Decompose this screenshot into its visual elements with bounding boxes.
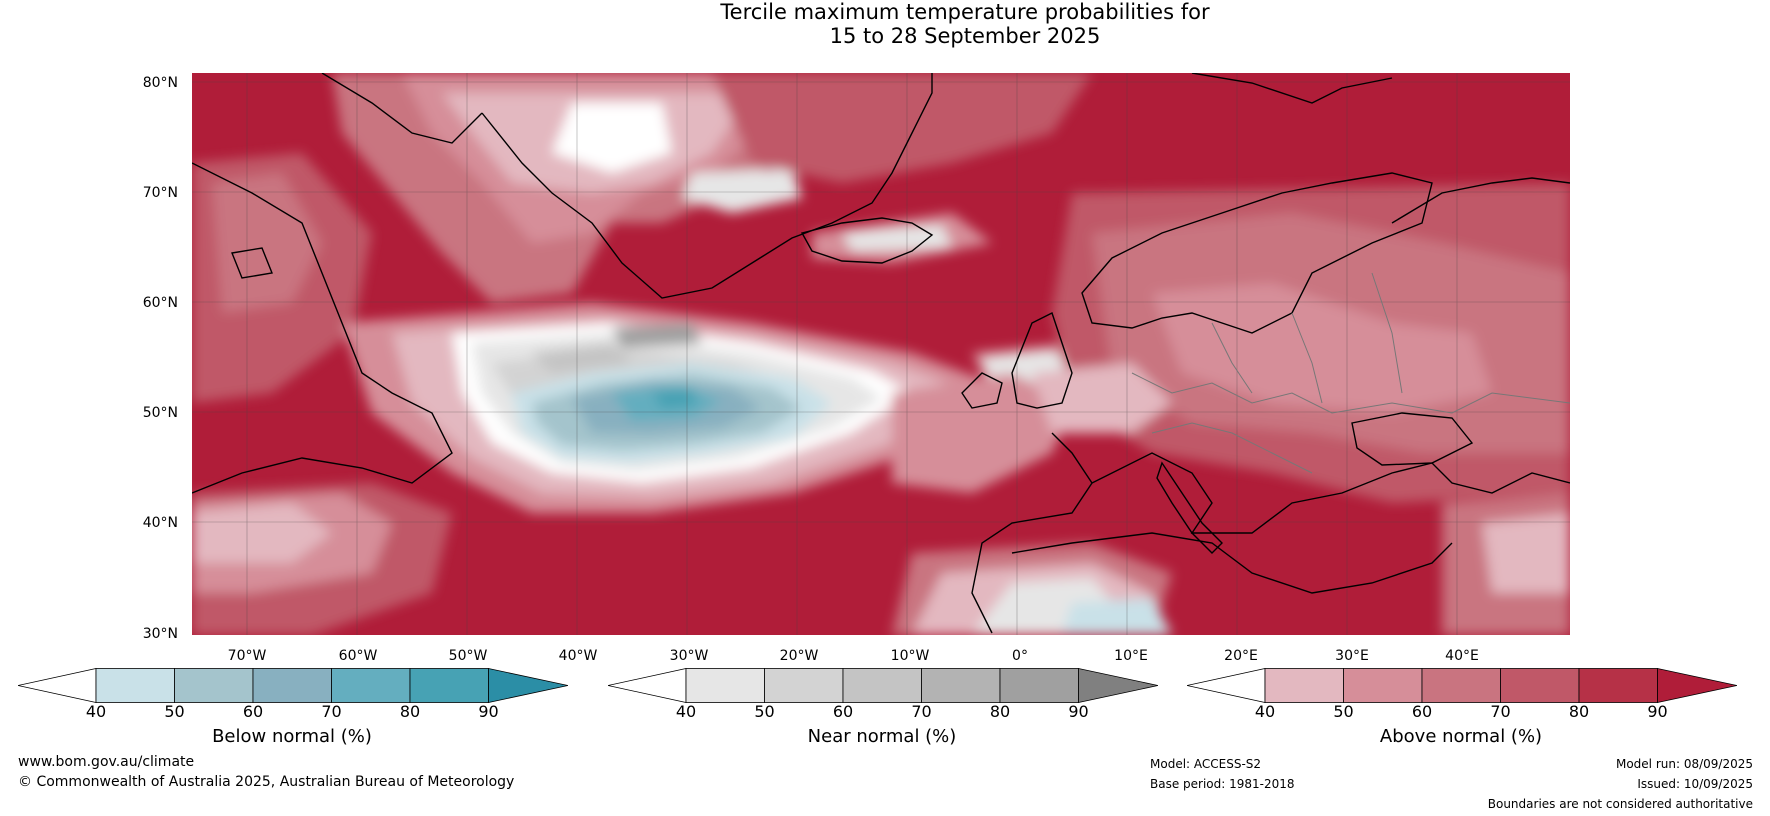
footer-disclaimer: Boundaries are not considered authoritat… — [1487, 797, 1753, 811]
cb-above-tick-80: 80 — [1568, 702, 1590, 721]
lon-label-40w: 40°W — [558, 648, 598, 664]
cb-near-tick-60: 60 — [832, 702, 854, 721]
colorbar-below-normal — [18, 668, 568, 703]
footer-copyright: © Commonwealth of Australia 2025, Austra… — [18, 774, 515, 790]
cb-near-tick-90: 90 — [1068, 702, 1089, 721]
cb-near-seg5 — [999, 668, 1079, 703]
lon-label-10w: 10°W — [890, 648, 930, 664]
cb-below-lowend — [18, 668, 97, 703]
cb-below-tick-40: 40 — [85, 702, 107, 721]
cb-above-lowend — [1187, 668, 1266, 703]
cb-above-seg1 — [1264, 668, 1344, 703]
cb-below-tick-60: 60 — [242, 702, 264, 721]
lon-label-10e: 10°E — [1114, 648, 1148, 664]
footer-base-period: Base period: 1981-2018 — [1150, 777, 1295, 791]
cb-below-seg4 — [331, 668, 411, 703]
cb-above-seg5 — [1578, 668, 1658, 703]
lat-label-70n: 70°N — [142, 185, 178, 201]
cb-near-label: Near normal (%) — [807, 726, 957, 747]
cb-above-label: Above normal (%) — [1379, 726, 1543, 747]
footer-model: Model: ACCESS-S2 — [1150, 757, 1262, 771]
lon-label-20w: 20°W — [779, 648, 819, 664]
cb-above-highend — [1657, 668, 1737, 703]
lon-label-0: 0° — [1012, 648, 1028, 664]
lat-label-30n: 30°N — [142, 626, 178, 642]
cb-below-highend — [488, 668, 568, 703]
cb-above-tick-60: 60 — [1411, 702, 1433, 721]
lon-label-30w: 30°W — [669, 648, 709, 664]
cb-below-seg1 — [95, 668, 175, 703]
lon-label-30e: 30°E — [1335, 648, 1369, 664]
probability-map — [192, 73, 1570, 635]
cb-near-tick-50: 50 — [754, 702, 775, 721]
lat-label-60n: 60°N — [142, 295, 178, 311]
cb-below-tick-70: 70 — [321, 702, 342, 721]
cb-above-tick-40: 40 — [1254, 702, 1276, 721]
lon-label-60w: 60°W — [338, 648, 378, 664]
lon-label-40e: 40°E — [1445, 648, 1479, 664]
cb-near-seg2 — [764, 668, 844, 703]
map-title-line1: Tercile maximum temperature probabilitie… — [720, 0, 1210, 24]
lon-label-20e: 20°E — [1224, 648, 1258, 664]
lat-label-50n: 50°N — [142, 405, 178, 421]
cb-near-seg4 — [921, 668, 1001, 703]
lon-label-50w: 50°W — [448, 648, 488, 664]
cb-near-seg3 — [842, 668, 922, 703]
cb-near-tick-70: 70 — [911, 702, 932, 721]
lat-label-80n: 80°N — [142, 75, 178, 91]
cb-below-seg5 — [409, 668, 489, 703]
lon-label-70w: 70°W — [227, 648, 267, 664]
map-title: Tercile maximum temperature probabilitie… — [0, 0, 1770, 48]
lat-label-40n: 40°N — [142, 515, 178, 531]
cb-below-seg3 — [252, 668, 332, 703]
cb-above-seg2 — [1343, 668, 1423, 703]
cb-above-tick-70: 70 — [1490, 702, 1511, 721]
cb-above-tick-90: 90 — [1647, 702, 1668, 721]
cb-above-seg4 — [1500, 668, 1580, 703]
cb-near-tick-80: 80 — [989, 702, 1011, 721]
cb-above-tick-50: 50 — [1333, 702, 1354, 721]
cb-below-tick-90: 90 — [478, 702, 499, 721]
colorbar-above-normal — [1187, 668, 1737, 703]
cb-near-tick-40: 40 — [675, 702, 697, 721]
cb-above-seg3 — [1421, 668, 1501, 703]
cb-near-highend — [1078, 668, 1158, 703]
cb-near-seg1 — [685, 668, 765, 703]
map-title-line2: 15 to 28 September 2025 — [829, 24, 1101, 48]
cb-near-lowend — [608, 668, 687, 703]
cb-below-tick-80: 80 — [399, 702, 421, 721]
cb-below-tick-50: 50 — [164, 702, 185, 721]
footer-model-run: Model run: 08/09/2025 — [1615, 757, 1753, 771]
cb-below-label: Below normal (%) — [212, 726, 372, 747]
footer-website: www.bom.gov.au/climate — [18, 754, 195, 770]
cb-below-seg2 — [174, 668, 254, 703]
footer-issued: Issued: 10/09/2025 — [1637, 777, 1753, 791]
colorbar-near-normal — [608, 668, 1158, 703]
